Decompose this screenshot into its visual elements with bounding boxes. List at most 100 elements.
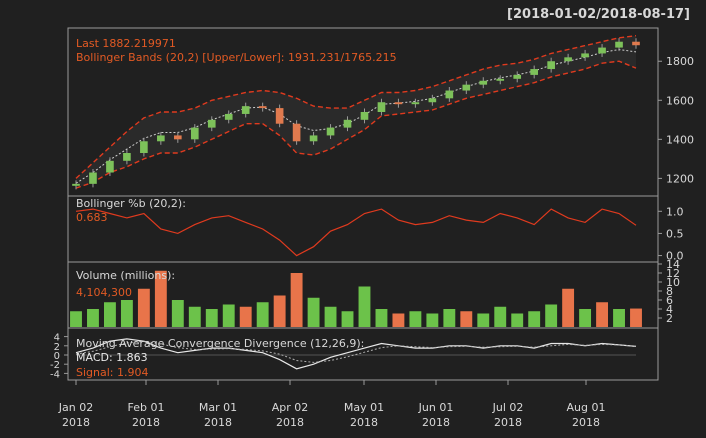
volume-bar [324,306,337,327]
signal-line [75,340,637,363]
bollinger-upper-line [75,35,637,179]
candle-body [72,183,80,186]
volume-bar [137,288,150,327]
candle-body [428,98,437,103]
candle-body [513,74,522,79]
price-ytick-tick-label: 1600 [666,94,694,107]
volume-bar [273,295,286,327]
x-tick-year: 2018 [132,416,160,429]
volume-bar [239,306,252,327]
x-tick-month: May 01 [344,401,384,414]
candle-body [496,78,505,81]
candle-body [157,135,165,142]
volume-bar [443,309,456,327]
candle-body [140,141,148,153]
candle-body [377,102,386,112]
volume-bar [528,311,541,327]
volume-bar [494,306,507,327]
volume-bar [596,302,608,327]
price-panel: 1800 1600 1400 1200 [72,35,694,190]
volume-bar [341,311,354,327]
macd-ytick-label: -4 [50,369,60,380]
candle-body [89,172,97,184]
volume-bar [256,302,269,327]
volume-ytick-tick-label: 8 [666,285,673,298]
candle-body [309,135,318,142]
candle-body [258,106,267,109]
pctb-ytick-tick-label: 1.0 [666,205,684,218]
volume-bar [70,311,82,327]
volume-bar [358,286,371,327]
volume-value: 4,104,300 [76,286,132,299]
candle-body [615,41,623,48]
price-ytick-tick-label: 1400 [666,133,694,146]
candle-body [581,53,589,58]
candle-body [530,69,538,75]
candle-body [292,123,301,142]
x-tick-month: Mar 01 [199,401,237,414]
candle-body [632,41,640,46]
macd-panel: 420-2-4 [50,333,637,380]
candle-body [106,160,114,173]
x-tick-year: 2018 [422,416,450,429]
x-tick-month: Apr 02 [272,401,309,414]
volume-title: Volume (millions): [76,269,175,282]
candle-body [275,108,284,124]
candle-body [326,127,335,136]
volume-bar [511,313,524,327]
macd-label: MACD: 1.863 [76,351,148,364]
macd-ytick-label: 4 [54,333,60,344]
candle-body [360,112,369,120]
x-tick-month: Aug 01 [567,401,606,414]
candle-body [123,153,131,161]
pctb-line [75,208,637,257]
pctb-panel: 1.0 0.5 0.0 [75,205,684,263]
candle-body [343,119,352,128]
volume-bar [630,308,642,327]
x-tick-year: 2018 [572,416,600,429]
volume-bar [171,300,184,327]
volume-bar [375,309,388,327]
volume-bar [409,311,422,327]
x-tick-year: 2018 [62,416,90,429]
macd-ytick-label: 2 [54,342,60,353]
bollinger-band-fill [76,35,636,189]
x-tick-year: 2018 [276,416,304,429]
x-tick-month: Feb 01 [128,401,165,414]
macd-panel-frame [67,327,659,381]
date-range-label: [2018-01-02/2018-08-17] [507,7,690,22]
volume-bar [87,309,99,327]
volume-ytick-tick-label: 14 [666,258,680,271]
candle-body [224,113,233,120]
volume-bar [154,270,167,327]
x-tick-month: Jun 01 [418,401,454,414]
x-tick-month: Jan 02 [58,401,93,414]
candle-body [207,119,216,128]
volume-bar [613,309,625,327]
volume-bar [562,288,575,327]
candle-body [445,90,454,99]
x-tick-year: 2018 [350,416,378,429]
candle-body [411,102,420,105]
volume-bar [222,304,235,327]
candle-body [547,61,555,70]
x-tick-month: Jul 02 [492,401,524,414]
volume-ytick-tick-label: 6 [666,294,673,307]
pctb-ytick-tick-label: 0.5 [666,227,684,240]
volume-ytick-tick-label: 10 [666,276,680,289]
x-axis: Jan 02 2018 Feb 01 2018 Mar 01 2018 Apr 02 2018… [58,380,606,429]
candle-body [598,47,606,54]
volume-bar [426,313,439,327]
macd-title: Moving Average Convergence Divergence (1… [76,337,364,350]
volume-ytick-tick-label: 2 [666,312,673,325]
price-legend-last: Last 1882.219971 [76,37,176,50]
candle-body [394,102,403,105]
candle-body [241,106,250,114]
volume-bar [205,309,218,327]
pctb-ytick-tick-label: 0.0 [666,250,684,263]
volume-bar [188,306,201,327]
price-legend-bbands: Bollinger Bands (20,2) [Upper/Lower]: 19… [76,51,397,64]
